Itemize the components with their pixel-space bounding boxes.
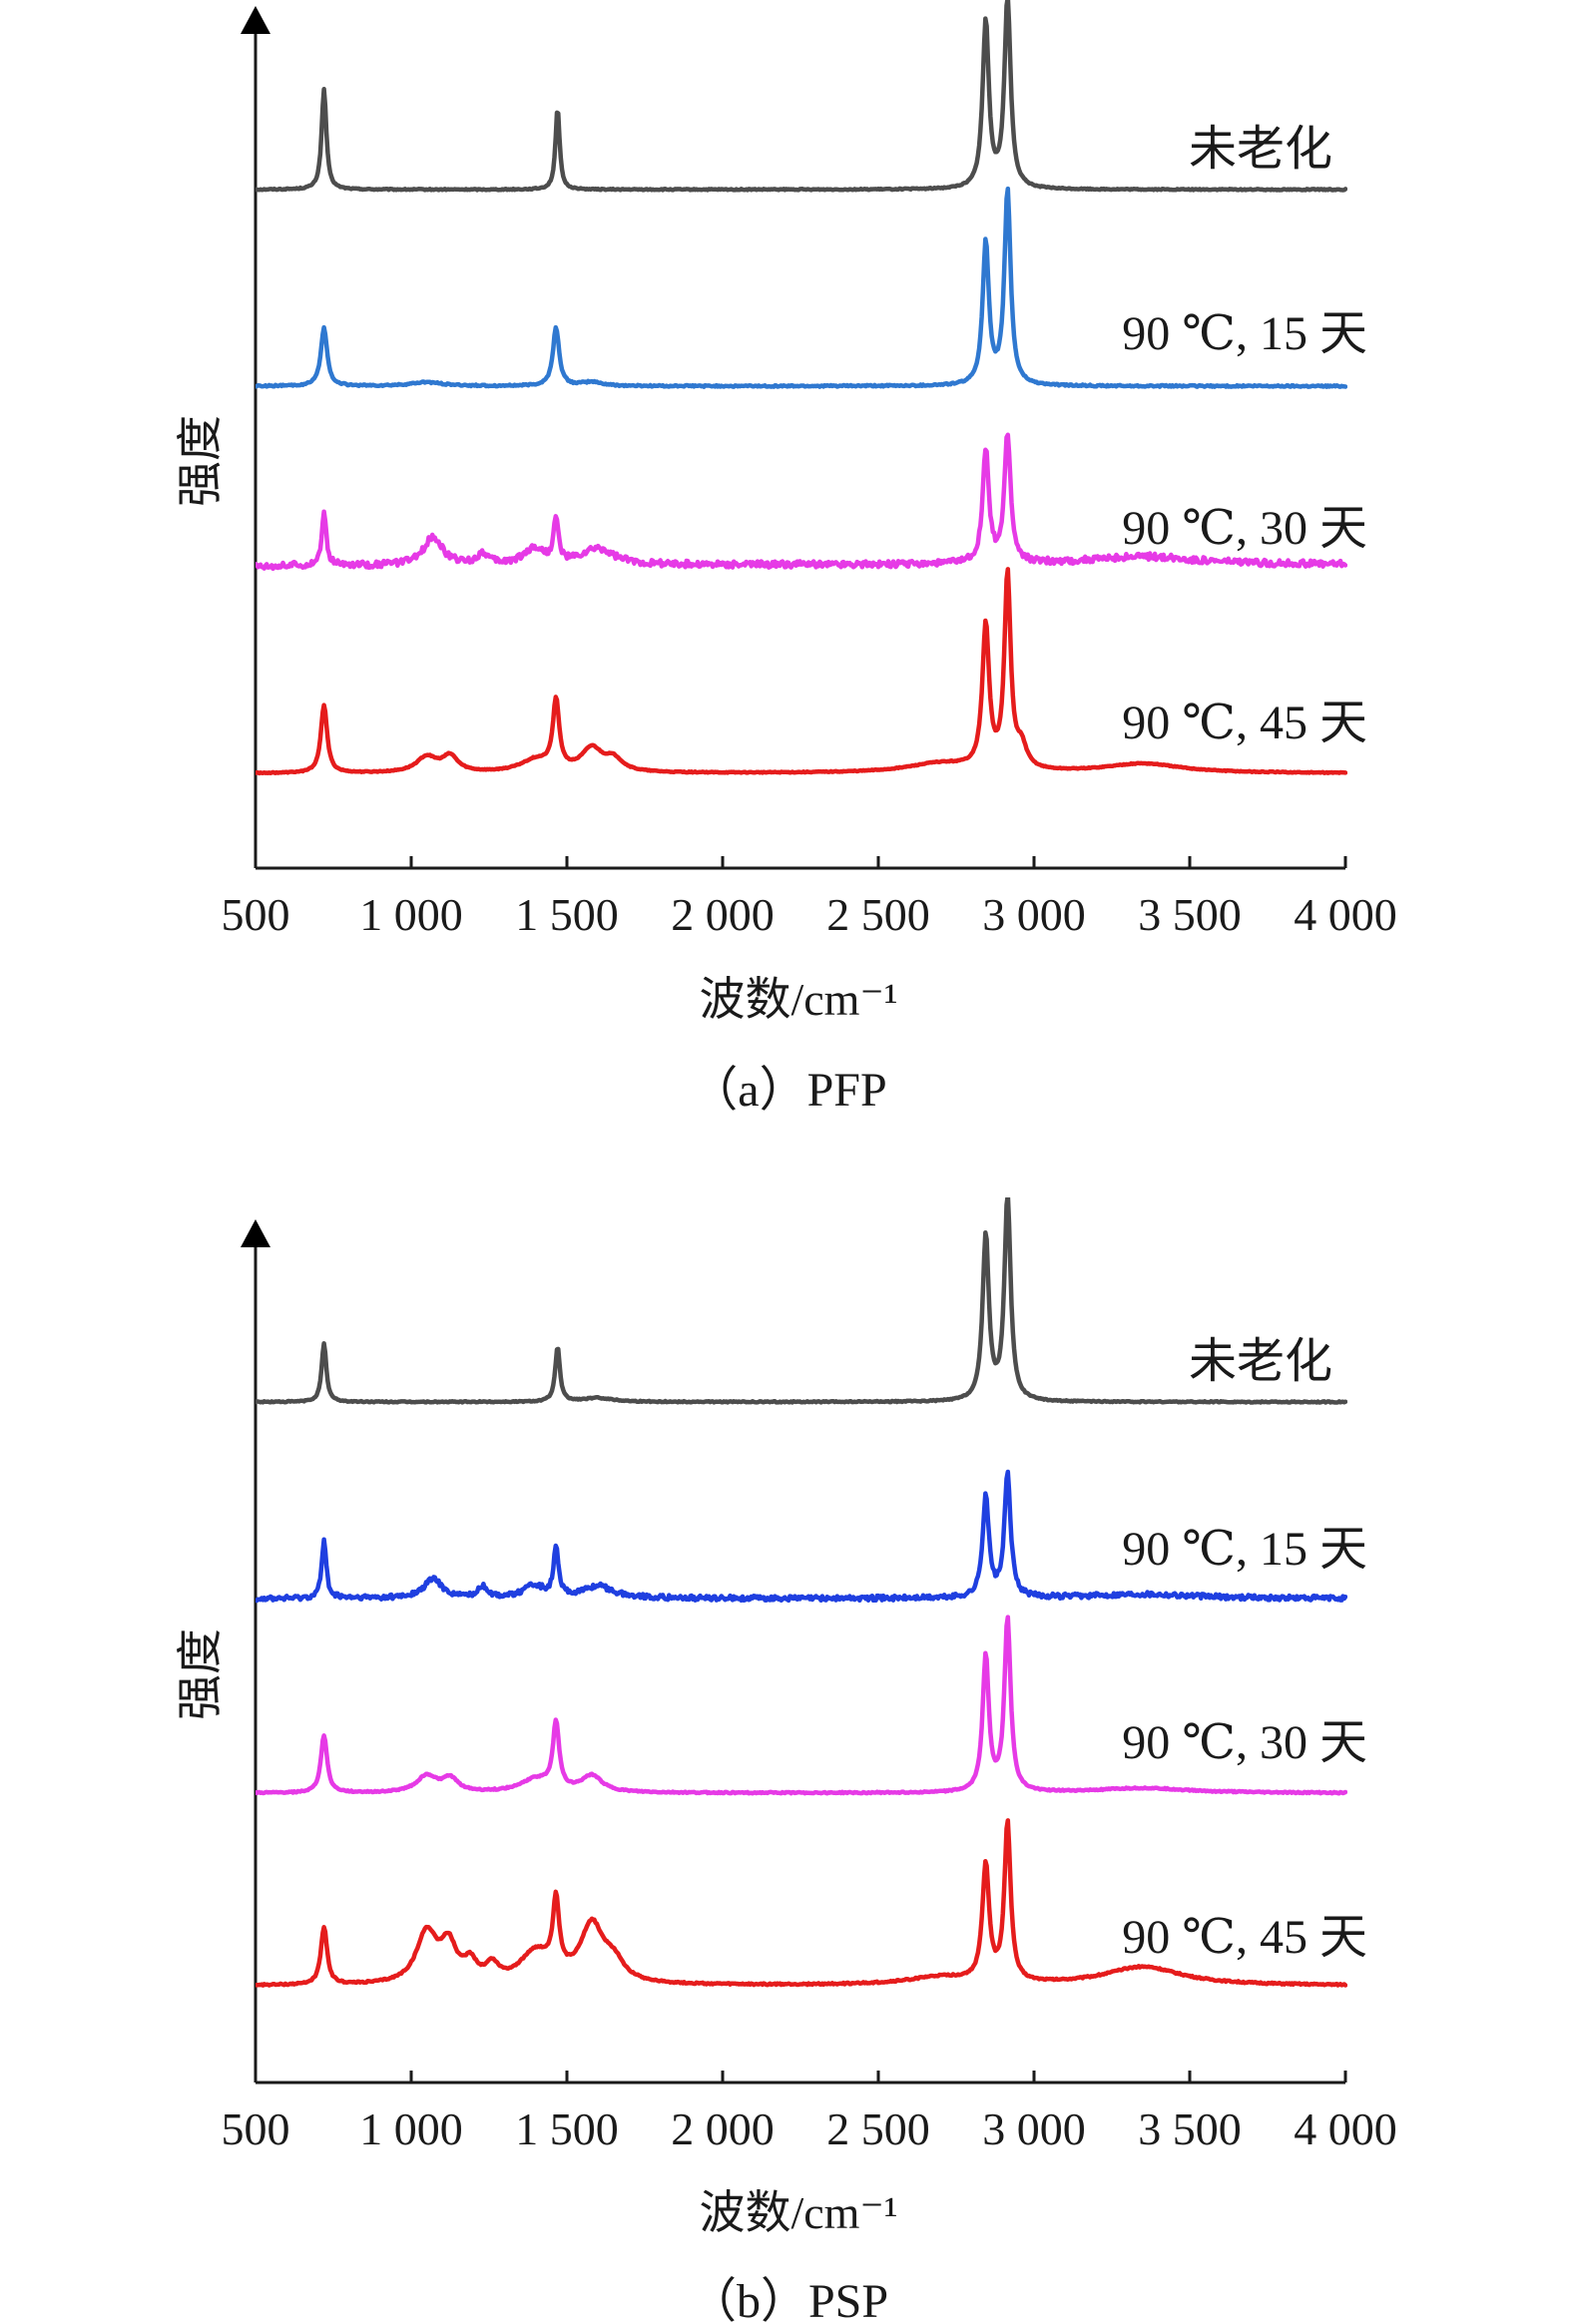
chart-a-x-ticks: 500 1 000 1 500 2 000 2 500 3 000 3 500 4 000 (222, 856, 1397, 940)
chart-b-x-ticks: 500 1 000 1 500 2 000 2 500 3 000 3 500 4 000 (222, 2071, 1397, 2154)
x-tick-label: 2 500 (826, 889, 930, 940)
series-trace (256, 0, 1347, 193)
x-tick-label: 2 000 (671, 889, 775, 940)
x-tick-label: 2 000 (671, 2103, 775, 2154)
series-trace (256, 186, 1347, 389)
series-trace (256, 1469, 1347, 1604)
series-trace (256, 567, 1347, 776)
series-label: 90 ℃, 15 天 (1122, 1523, 1367, 1576)
series-label: 90 ℃, 30 天 (1122, 1716, 1367, 1769)
chart-a-traces (256, 0, 1347, 776)
chart-a-y-axis-arrow (241, 6, 270, 34)
chart-a-y-label: 强度 (175, 415, 226, 507)
chart-b-traces (256, 1197, 1347, 1988)
x-tick-label: 3 500 (1138, 2103, 1242, 2154)
series-label: 90 ℃, 45 天 (1122, 1911, 1367, 1964)
series-label: 90 ℃, 45 天 (1122, 697, 1367, 749)
chart-a-caption: （a）PFP (690, 1064, 886, 1117)
x-tick-label: 500 (222, 2103, 290, 2154)
x-tick-label: 500 (222, 889, 290, 940)
chart-a-x-label: 波数/cm⁻¹ (699, 974, 897, 1025)
x-tick-label: 1 500 (515, 2103, 619, 2154)
x-tick-label: 3 500 (1138, 889, 1242, 940)
x-tick-label: 2 500 (826, 2103, 930, 2154)
x-tick-label: 4 000 (1294, 2103, 1397, 2154)
x-tick-label: 3 000 (982, 2103, 1086, 2154)
x-tick-label: 4 000 (1294, 889, 1397, 940)
series-label: 未老化 (1189, 123, 1332, 176)
chart-b-caption: （b）PSP (689, 2275, 888, 2324)
series-label: 90 ℃, 15 天 (1122, 307, 1367, 360)
chart-b: 500 1 000 1 500 2 000 2 500 3 000 3 500 4 000 未… (175, 1197, 1397, 2324)
x-tick-label: 1 500 (515, 889, 619, 940)
chart-a: 500 1 000 1 500 2 000 2 500 3 000 3 500 4 000 未… (175, 0, 1397, 1117)
series-trace (256, 432, 1347, 572)
chart-b-y-axis-arrow (241, 1219, 270, 1247)
chart-b-y-label: 强度 (175, 1628, 226, 1720)
chart-b-x-label: 波数/cm⁻¹ (699, 2187, 897, 2238)
series-label: 90 ℃, 30 天 (1122, 502, 1367, 555)
series-trace (256, 1197, 1347, 1405)
x-tick-label: 1 000 (359, 2103, 463, 2154)
chart-a-series-labels: 未老化 90 ℃, 15 天 90 ℃, 30 天 90 ℃, 45 天 (1122, 123, 1367, 749)
chart-b-series-labels: 未老化 90 ℃, 15 天 90 ℃, 30 天 90 ℃, 45 天 (1122, 1335, 1367, 1964)
series-trace (256, 1818, 1347, 1988)
series-trace (256, 1615, 1347, 1796)
series-label: 未老化 (1189, 1335, 1332, 1388)
x-tick-label: 3 000 (982, 889, 1086, 940)
x-tick-label: 1 000 (359, 889, 463, 940)
